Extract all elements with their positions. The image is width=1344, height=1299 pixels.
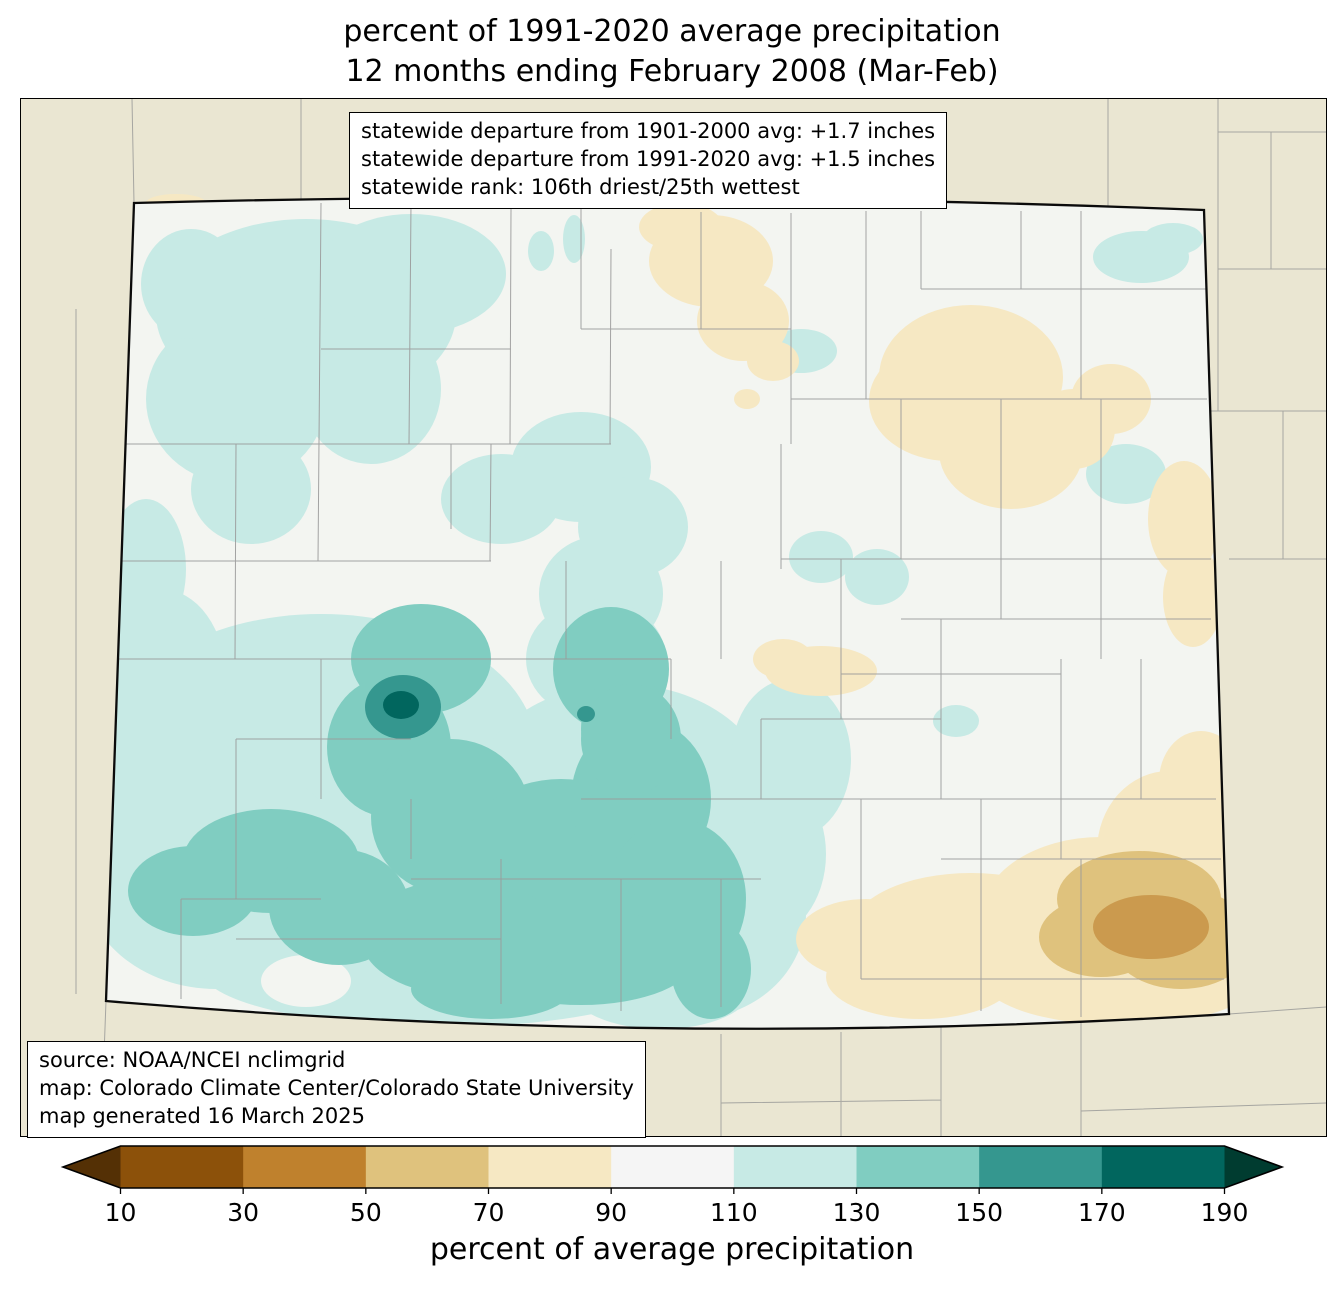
colorbar-tick-label: 190: [1201, 1198, 1249, 1227]
colorbar-segment: [611, 1146, 735, 1188]
region-teal-darkest: [383, 691, 419, 719]
colorbar-tick-label: 90: [595, 1198, 627, 1227]
colorbar-segment: [120, 1146, 244, 1188]
colorbar-segment: [856, 1146, 980, 1188]
colorbar-over-arrow: [1224, 1146, 1282, 1188]
neighbor-state-lines: [75, 99, 1326, 1136]
colorbar-tick-label: 10: [105, 1198, 137, 1227]
stats-box: statewide departure from 1901-2000 avg: …: [349, 112, 948, 209]
source-line-3: map generated 16 March 2025: [39, 1103, 366, 1128]
colorbar-svg: 10 30 50 70 90 110 130 150 170 190: [60, 1145, 1285, 1227]
region-teal-mid: [128, 604, 751, 1019]
stats-line-2: statewide departure from 1991-2020 avg: …: [361, 146, 936, 171]
colorbar-label: percent of average precipitation: [429, 1232, 915, 1267]
colorbar-tick-label: 110: [710, 1198, 758, 1227]
title-line-2: 12 months ending February 2008 (Mar-Feb): [345, 53, 999, 89]
colorbar-segment: [365, 1146, 490, 1188]
county-lines: [114, 202, 1224, 1017]
source-box: source: NOAA/NCEI nclimgrid map: Colorad…: [27, 1041, 646, 1138]
colorbar-segment: [733, 1146, 858, 1188]
region-tan-dark: [1093, 895, 1209, 959]
colorbar-segment: [243, 1146, 367, 1188]
colorbar-segment: [979, 1146, 1103, 1188]
stats-line-1: statewide departure from 1901-2000 avg: …: [361, 119, 936, 143]
colorbar-segment: [488, 1146, 612, 1188]
colorbar-under-arrow: [63, 1146, 121, 1188]
source-line-2: map: Colorado Climate Center/Colorado St…: [39, 1075, 634, 1100]
map-frame: statewide departure from 1901-2000 avg: …: [20, 98, 1327, 1138]
title-line-1: percent of 1991-2020 average precipitati…: [343, 14, 1001, 49]
source-line-1: source: NOAA/NCEI nclimgrid: [39, 1048, 346, 1072]
colorbar-tick-label: 50: [350, 1198, 382, 1227]
colorbar-tick-label: 150: [955, 1198, 1003, 1227]
colorbar-tick-label: 130: [833, 1198, 881, 1227]
figure-title: percent of 1991-2020 average precipitati…: [0, 12, 1344, 92]
colorbar-segment: [1101, 1146, 1226, 1188]
colorbar-tick-label: 170: [1078, 1198, 1126, 1227]
stats-line-3: statewide rank: 106th driest/25th wettes…: [361, 174, 800, 199]
colorado-map: [21, 99, 1326, 1136]
colorbar-tick-label: 70: [473, 1198, 505, 1227]
colorbar: 10 30 50 70 90 110 130 150 170 190: [0, 1138, 1344, 1238]
colorbar-tick-label: 30: [227, 1198, 259, 1227]
